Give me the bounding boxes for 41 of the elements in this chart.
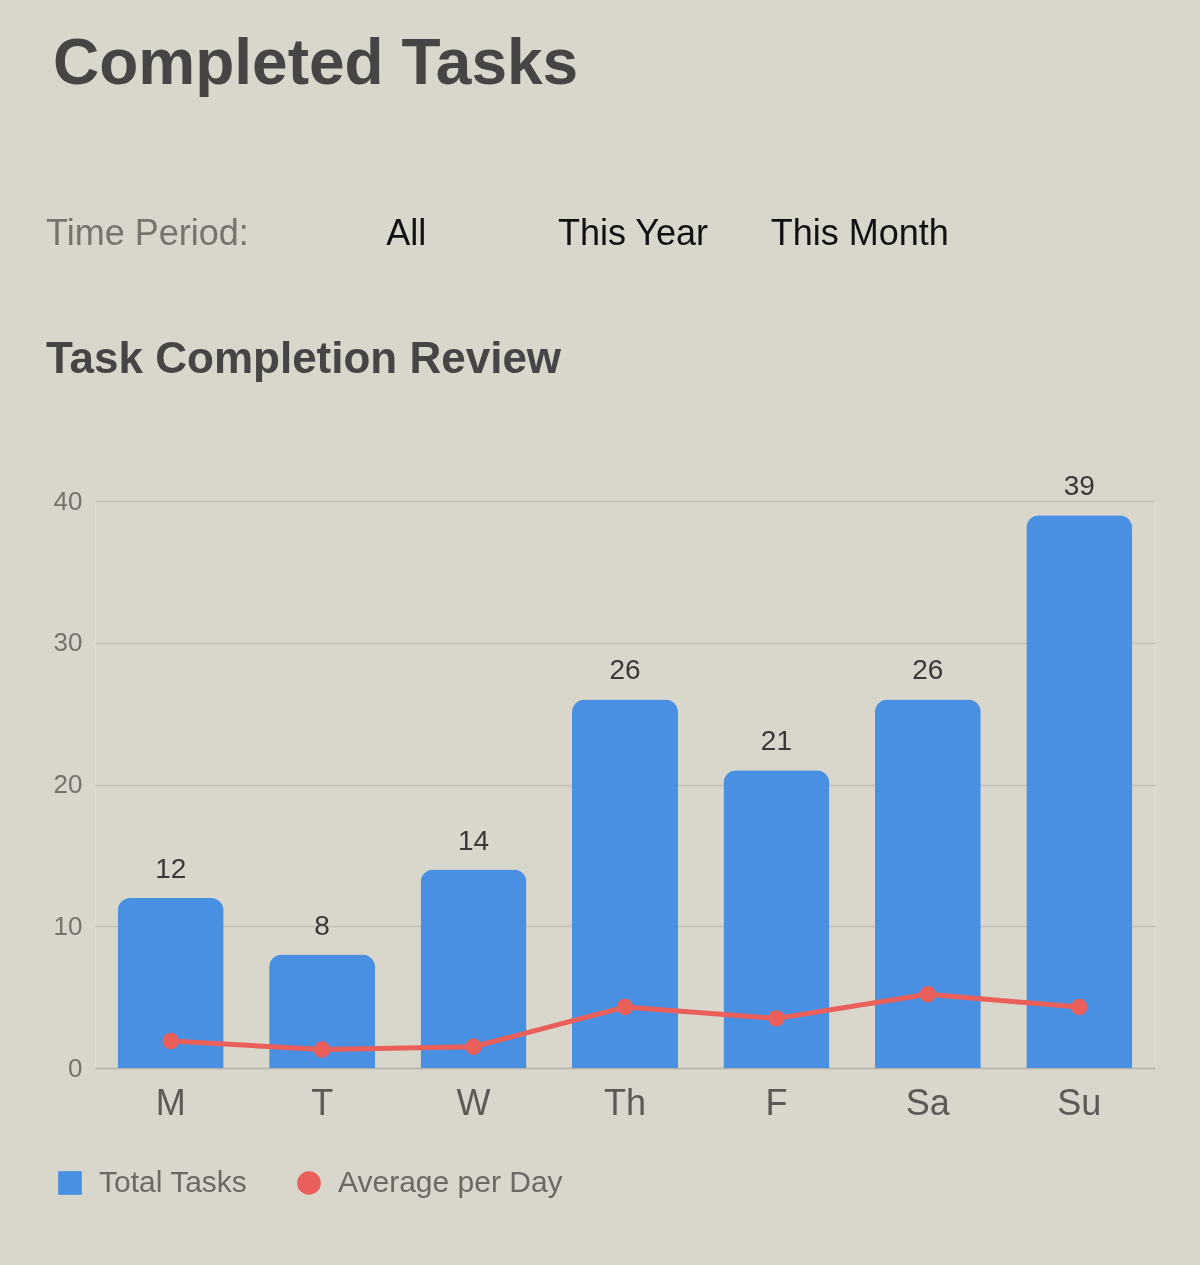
y-tick-label: 20 <box>53 769 83 799</box>
data-label: 21 <box>760 725 793 757</box>
text: Time Period: <box>46 212 249 253</box>
bar <box>1026 515 1133 1068</box>
point <box>919 986 937 1003</box>
x-tick-label: F <box>765 1081 788 1123</box>
x-tick-label: M <box>155 1081 186 1123</box>
data-label: 8 <box>314 909 330 941</box>
x-tick-label: Sa <box>905 1081 951 1123</box>
data-label: 39 <box>1063 470 1095 502</box>
point <box>313 1041 331 1058</box>
x-tick-label: Th <box>603 1081 647 1123</box>
data-label: 26 <box>912 654 944 686</box>
y-tick-label: 40 <box>53 485 83 516</box>
bar <box>874 699 981 1068</box>
x-tick-label: T <box>311 1081 334 1123</box>
bar <box>572 699 678 1068</box>
data-label: 12 <box>155 852 187 884</box>
point <box>162 1032 179 1050</box>
chart-subtitle: Task Completion Review <box>46 333 562 382</box>
text: All <box>386 212 427 253</box>
point <box>465 1038 482 1055</box>
bar <box>117 897 224 1068</box>
text: This Year <box>557 212 709 253</box>
text: This Month <box>770 212 949 253</box>
y-tick-label: 30 <box>53 627 83 658</box>
legend-label: Total Tasks <box>99 1165 247 1198</box>
bar <box>269 954 376 1068</box>
data-label: 14 <box>457 824 490 856</box>
point <box>1071 998 1088 1016</box>
data-label: 26 <box>609 654 641 686</box>
bar <box>420 869 527 1068</box>
x-tick-label: Su <box>1057 1081 1102 1123</box>
legend-label: Average per Day <box>338 1165 563 1198</box>
point <box>768 1010 785 1027</box>
y-tick-label: 0 <box>68 1052 83 1083</box>
chart-title: Completed Tasks <box>53 26 579 98</box>
x-tick-label: W <box>456 1081 491 1123</box>
point <box>616 998 634 1016</box>
bar <box>723 770 830 1068</box>
y-tick-label: 10 <box>53 910 83 941</box>
